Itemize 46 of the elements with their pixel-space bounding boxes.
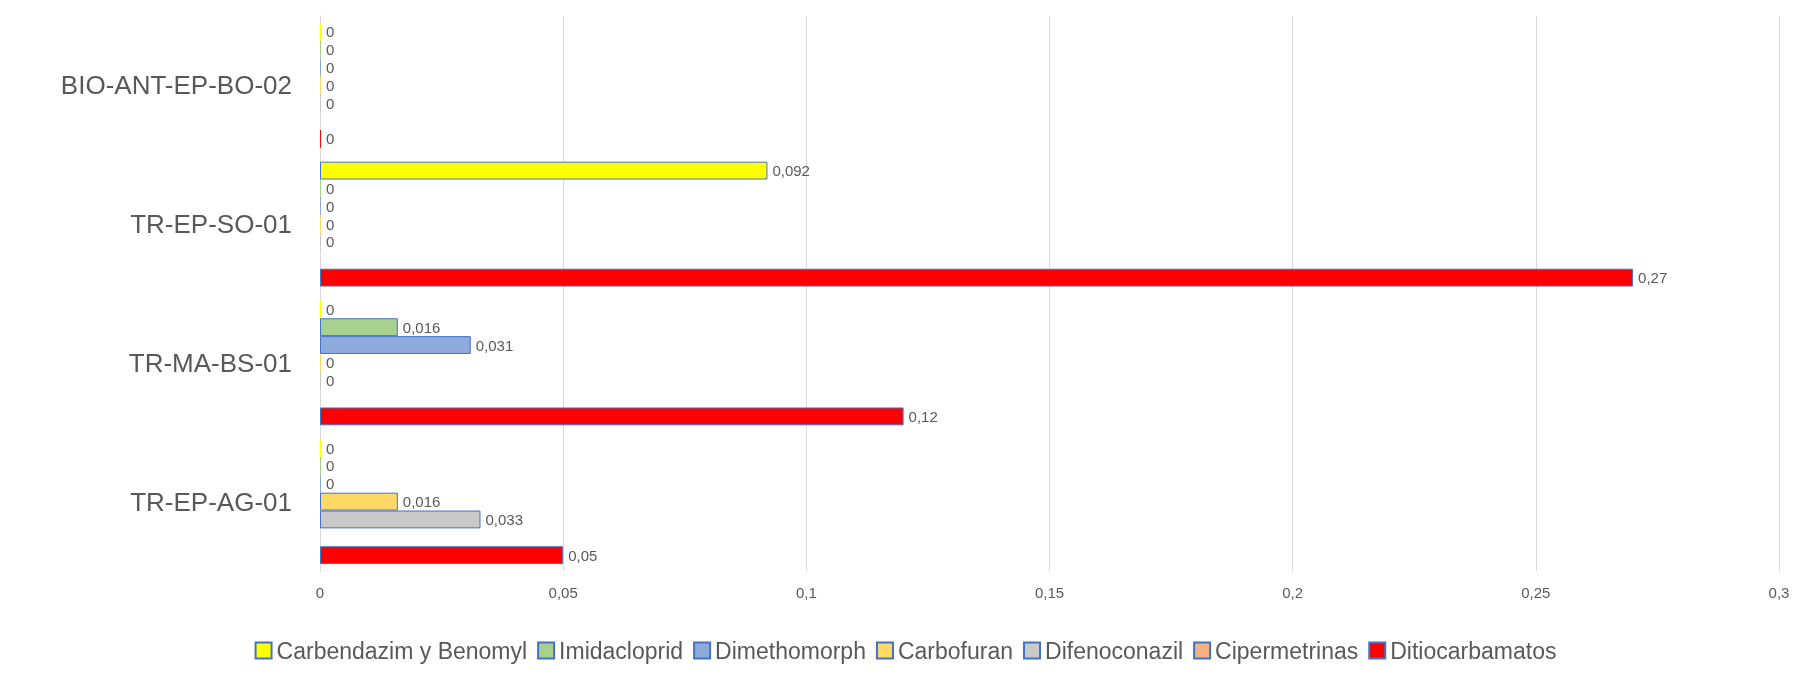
data-label: 0,05: [568, 546, 598, 564]
x-tick-label: 0,25: [1521, 584, 1551, 601]
data-label: 0,031: [475, 336, 514, 354]
bar: [320, 161, 768, 180]
data-label: 0: [326, 41, 335, 59]
data-label: 0,033: [485, 510, 524, 528]
data-label: 0,092: [772, 162, 810, 180]
bar: [320, 407, 904, 426]
data-label: 0: [326, 59, 335, 77]
legend-label: Ditiocarbamatos: [1390, 637, 1557, 664]
x-tick-label: 0,05: [548, 584, 578, 601]
data-label: 0: [326, 300, 335, 318]
data-label: 0,016: [402, 318, 441, 336]
legend-label: Imidacloprid: [559, 637, 684, 664]
data-label: 0: [326, 233, 335, 251]
data-label: 0,12: [908, 407, 938, 425]
x-tick-label: 0,15: [1034, 584, 1065, 601]
bar: [320, 268, 1634, 287]
y-tick-label: TR-EP-SO-01: [130, 209, 292, 240]
data-label: 0: [326, 23, 335, 41]
data-label: 0: [326, 439, 335, 457]
data-label: 0,016: [402, 493, 441, 511]
data-label: 0,27: [1638, 269, 1668, 287]
x-tick-label: 0,3: [1768, 584, 1790, 601]
x-tick-label: 0,1: [795, 584, 817, 601]
y-tick-label: TR-EP-AG-01: [130, 486, 292, 517]
data-label: 0: [326, 179, 335, 197]
legend-label: Carbofuran: [897, 637, 1014, 664]
bar: [320, 546, 564, 565]
data-label: 0: [326, 215, 335, 233]
data-label: 0: [326, 475, 335, 493]
data-label: 0: [326, 94, 335, 112]
data-label: 0: [326, 354, 335, 372]
legend-label: Carbendazim y Benomyl: [276, 637, 528, 664]
data-label: 0: [326, 197, 335, 215]
y-tick-label: BIO-ANT-EP-BO-02: [60, 70, 292, 101]
legend-label: Dimethomorph: [715, 637, 866, 664]
x-tick-label: 0,2: [1282, 584, 1304, 601]
legend-label: Cipermetrinas: [1215, 637, 1359, 664]
x-tick-label: 0: [315, 584, 325, 601]
data-label: 0: [326, 372, 335, 390]
y-tick-label: TR-MA-BS-01: [128, 347, 292, 378]
data-label: 0: [326, 457, 335, 475]
data-label: 0: [326, 130, 335, 148]
data-label: 0: [326, 76, 335, 94]
legend-label: Difenoconazil: [1045, 637, 1184, 664]
